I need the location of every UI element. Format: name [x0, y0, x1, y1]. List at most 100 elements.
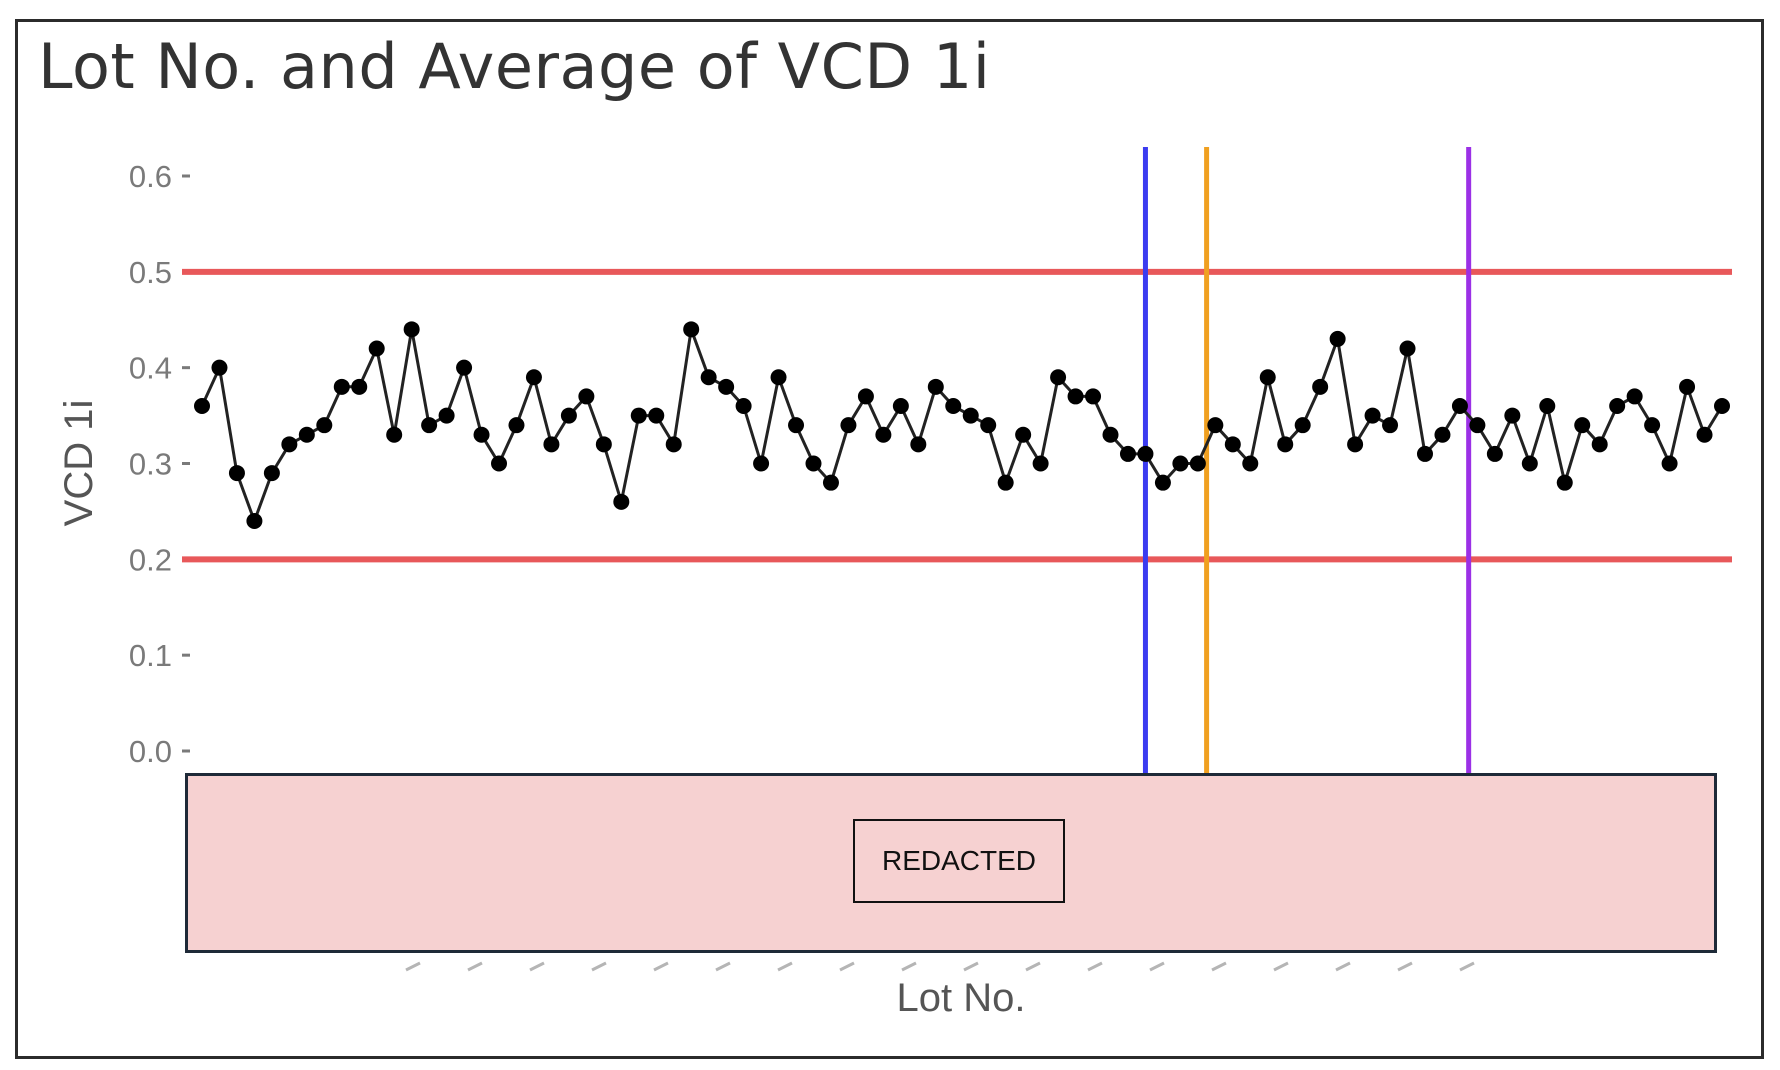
data-point [630, 407, 647, 424]
data-point [1224, 436, 1241, 453]
x-tick-remnant [1459, 961, 1475, 972]
data-point [1294, 417, 1311, 434]
data-point [648, 407, 665, 424]
x-tick-remnant [591, 961, 607, 972]
x-tick-remnant [777, 961, 793, 972]
data-point [211, 359, 228, 376]
x-tick-remnant [1211, 961, 1227, 972]
data-point [927, 378, 944, 395]
data-point [1102, 426, 1119, 443]
data-point [857, 388, 874, 405]
data-point [1154, 474, 1171, 491]
data-point [1329, 330, 1346, 347]
data-point [735, 398, 752, 414]
data-point [421, 417, 438, 434]
x-tick-remnant [839, 961, 855, 972]
data-point [1032, 455, 1049, 472]
data-point [246, 513, 263, 529]
data-point [840, 417, 857, 434]
data-point [403, 321, 420, 338]
data-point [1050, 369, 1067, 386]
data-point [1085, 388, 1102, 405]
data-point [1137, 445, 1154, 462]
data-point [525, 369, 542, 386]
data-point [1364, 407, 1381, 424]
data-point [1312, 378, 1329, 395]
data-point [945, 398, 962, 414]
data-point [456, 359, 473, 376]
data-point [595, 436, 612, 453]
data-point [351, 378, 368, 395]
data-point [875, 426, 892, 443]
data-point [1015, 426, 1032, 443]
data-point [910, 436, 927, 453]
data-point [1679, 378, 1696, 395]
y-tick-label: 0.3 [129, 447, 172, 482]
data-point [892, 398, 909, 414]
chart-title: Lot No. and Average of VCD 1i [38, 30, 991, 103]
x-tick-remnant [405, 961, 421, 972]
y-tick-label: 0.1 [129, 638, 172, 673]
data-point [770, 369, 787, 386]
data-point [368, 340, 385, 357]
y-tick-label: 0.4 [129, 351, 172, 386]
x-tick-remnant [1025, 961, 1041, 972]
data-point [980, 417, 997, 434]
data-point [997, 474, 1014, 491]
x-axis-label: Lot No. [897, 976, 1026, 1020]
data-point [1469, 417, 1486, 434]
data-point [753, 455, 770, 472]
data-point [473, 426, 490, 443]
x-tick-remnant [1273, 961, 1289, 972]
data-point [613, 493, 630, 510]
data-point [1067, 388, 1084, 405]
x-tick-remnant [1149, 961, 1165, 972]
data-point [1574, 417, 1591, 434]
y-tick-label: 0.6 [129, 159, 172, 194]
x-tick-remnant [529, 961, 545, 972]
data-point [1644, 417, 1661, 434]
data-point [1591, 436, 1608, 453]
x-tick-remnant [1397, 961, 1413, 972]
data-point [1486, 445, 1503, 462]
data-point [228, 465, 245, 482]
data-point [1189, 455, 1206, 472]
data-point [298, 426, 315, 443]
data-point [665, 436, 682, 453]
data-point [386, 426, 403, 443]
x-tick-remnant [467, 961, 483, 972]
data-point [700, 369, 717, 386]
x-tick-remnant [1335, 961, 1351, 972]
data-point [1451, 398, 1468, 414]
x-tick-remnant [1087, 961, 1103, 972]
data-point [438, 407, 455, 424]
data-point [1539, 398, 1556, 414]
data-point [263, 465, 280, 482]
data-point [1504, 407, 1521, 424]
data-point [333, 378, 350, 395]
data-point [1259, 369, 1276, 386]
data-point [281, 436, 298, 453]
data-point [560, 407, 577, 424]
data-point [683, 321, 700, 338]
data-point [491, 455, 508, 472]
data-point [1434, 426, 1451, 443]
data-point [718, 378, 735, 395]
x-tick-remnant [901, 961, 917, 972]
data-point [1242, 455, 1259, 472]
data-point [508, 417, 525, 434]
data-point [962, 407, 979, 424]
data-point [316, 417, 333, 434]
data-point [1661, 455, 1678, 472]
y-tick-label: 0.2 [129, 542, 172, 577]
data-point [1119, 445, 1136, 462]
y-tick-label: 0.0 [129, 734, 172, 769]
data-point [805, 455, 822, 472]
x-tick-remnant [653, 961, 669, 972]
data-point [1556, 474, 1573, 491]
data-point [788, 417, 805, 434]
y-tick-label: 0.5 [129, 255, 172, 290]
data-point [543, 436, 560, 453]
redaction-label: REDACTED [853, 819, 1065, 903]
